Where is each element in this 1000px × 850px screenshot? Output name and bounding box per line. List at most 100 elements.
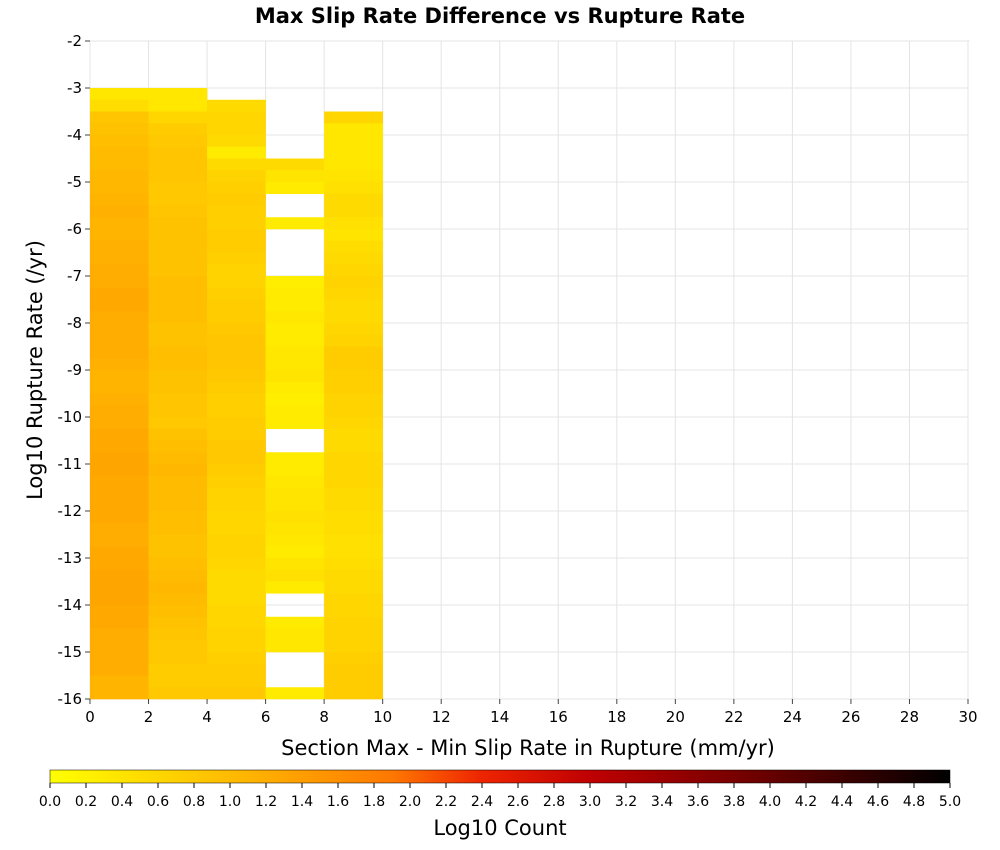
heatmap-cell: [148, 464, 208, 477]
colorbar-tick-label: 1.2: [255, 794, 277, 810]
heatmap-cell: [265, 687, 325, 700]
heatmap-cell: [90, 499, 149, 512]
heatmap-cell: [90, 581, 149, 594]
heatmap-cell: [90, 158, 149, 171]
heatmap-cell: [207, 417, 266, 430]
heatmap-cell: [90, 675, 149, 688]
heatmap-cell: [324, 464, 383, 477]
heatmap-cell: [148, 334, 208, 347]
y-tick-label: -6: [67, 220, 82, 238]
heatmap-cell: [90, 522, 149, 535]
heatmap-cell: [148, 652, 208, 665]
x-tick-label: 4: [202, 708, 212, 726]
heatmap-cell: [90, 417, 149, 430]
x-tick-label: 28: [900, 708, 919, 726]
heatmap-cell: [90, 217, 149, 230]
heatmap-cell: [324, 193, 383, 206]
heatmap-cell: [148, 311, 208, 324]
heatmap-cell: [90, 534, 149, 547]
heatmap-cell: [148, 323, 208, 336]
heatmap-cell: [148, 499, 208, 512]
heatmap-cell: [90, 605, 149, 618]
heatmap-cell: [148, 569, 208, 582]
heatmap-cell: [148, 193, 208, 206]
heatmap-cell: [324, 323, 383, 336]
heatmap-cell: [324, 475, 383, 488]
heatmap-cell: [324, 381, 383, 394]
heatmap-cell: [90, 428, 149, 441]
heatmap-cell: [207, 299, 266, 312]
heatmap-cell: [90, 123, 149, 136]
y-tick-label: -13: [58, 549, 83, 567]
heatmap-cell: [148, 628, 208, 641]
colorbar-tick-label: 4.0: [759, 794, 781, 810]
heatmap-cell: [148, 534, 208, 547]
heatmap-cell: [148, 276, 208, 289]
y-tick-label: -2: [67, 32, 82, 50]
heatmap-cell: [324, 287, 383, 300]
heatmap-cell: [324, 440, 383, 453]
heatmap-cell: [148, 252, 208, 265]
heatmap-cell: [324, 299, 383, 312]
heatmap-cell: [148, 487, 208, 500]
heatmap-cell: [90, 182, 149, 195]
colorbar-tick-label: 0.2: [75, 794, 97, 810]
heatmap-cell: [207, 170, 266, 183]
heatmap-cell: [265, 522, 325, 535]
heatmap-cell: [265, 276, 325, 289]
heatmap-cell: [148, 687, 208, 700]
x-tick-label: 20: [666, 708, 685, 726]
heatmap-cell: [90, 381, 149, 394]
heatmap-cell: [324, 628, 383, 641]
heatmap-cell: [148, 299, 208, 312]
heatmap-cell: [148, 475, 208, 488]
heatmap-cell: [90, 452, 149, 465]
heatmap-cell: [207, 346, 266, 359]
heatmap-cell: [90, 276, 149, 289]
heatmap-cell: [90, 264, 149, 277]
heatmap-cell: [265, 158, 325, 171]
heatmap-cell: [90, 205, 149, 218]
heatmap-cell: [207, 663, 266, 676]
heatmap-cell: [324, 616, 383, 629]
heatmap-cell: [148, 158, 208, 171]
x-tick-label: 2: [144, 708, 154, 726]
heatmap-cell: [148, 111, 208, 124]
heatmap-cell: [324, 358, 383, 371]
heatmap-cell: [90, 111, 149, 124]
y-axis-label: Log10 Rupture Rate (/yr): [23, 240, 47, 500]
heatmap-cell: [324, 311, 383, 324]
x-tick-label: 6: [261, 708, 271, 726]
heatmap-cell: [90, 240, 149, 253]
heatmap-cell: [90, 170, 149, 183]
heatmap-cell: [324, 452, 383, 465]
colorbar-tick-label: 0.0: [39, 794, 61, 810]
heatmap-cell: [207, 616, 266, 629]
heatmap-cell: [207, 229, 266, 242]
heatmap-cell: [90, 146, 149, 159]
heatmap-cell: [148, 428, 208, 441]
colorbar-tick-label: 4.8: [903, 794, 925, 810]
heatmap-cell: [324, 252, 383, 265]
colorbar-tick-label: 3.2: [615, 794, 637, 810]
heatmap-cell: [207, 205, 266, 218]
heatmap-cell: [90, 464, 149, 477]
x-tick-label: 8: [319, 708, 329, 726]
x-tick-label: 24: [783, 708, 802, 726]
colorbar-tick-label: 2.2: [435, 794, 457, 810]
colorbar: [49, 769, 951, 784]
colorbar-tick-label: 1.4: [291, 794, 313, 810]
heatmap-cell: [148, 182, 208, 195]
heatmap-cell: [148, 522, 208, 535]
colorbar-tick-label: 0.6: [147, 794, 169, 810]
heatmap-cell: [265, 182, 325, 195]
heatmap-cell: [207, 511, 266, 524]
heatmap-cell: [90, 311, 149, 324]
heatmap-cell: [324, 522, 383, 535]
heatmap-cell: [148, 123, 208, 136]
heatmap-cell: [148, 675, 208, 688]
heatmap-cell: [207, 182, 266, 195]
y-tick-label: -14: [58, 596, 83, 614]
heatmap-cell: [324, 240, 383, 253]
